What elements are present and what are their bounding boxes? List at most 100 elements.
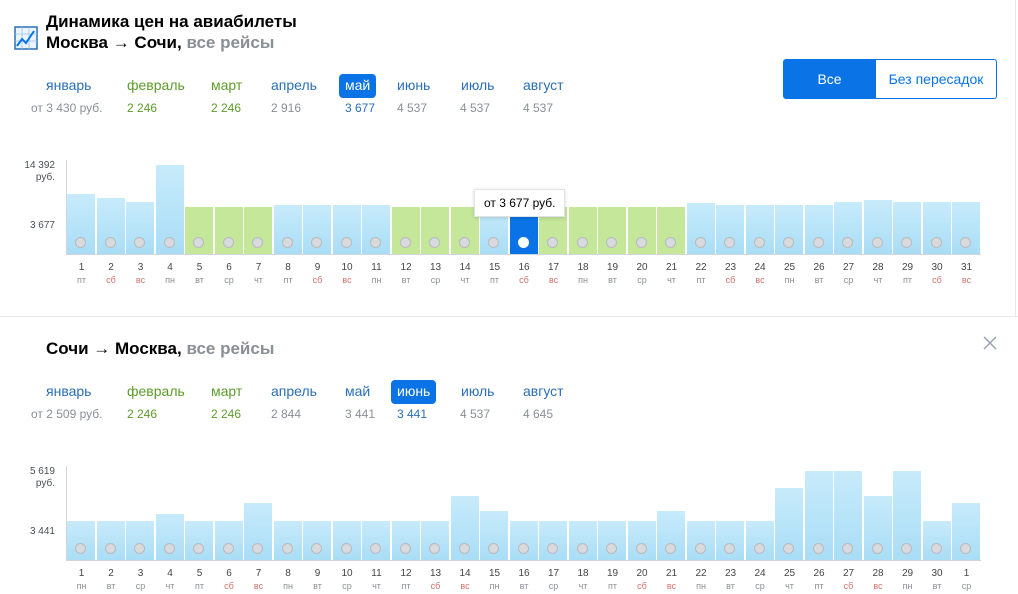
price-bar[interactable] (686, 203, 715, 254)
month-min-price: 2 246 (127, 407, 158, 421)
price-bar[interactable] (509, 521, 538, 560)
price-bar[interactable] (214, 521, 243, 560)
price-bar[interactable] (745, 521, 774, 560)
price-bar[interactable] (598, 521, 626, 560)
price-bar[interactable] (686, 521, 715, 560)
bar-marker (370, 542, 381, 554)
price-bar[interactable] (214, 206, 243, 254)
close-icon[interactable] (983, 336, 997, 350)
nonstop-button[interactable]: Без пересадок (876, 59, 997, 99)
weekday-label: ср (548, 581, 559, 591)
day-label: 12 вт (392, 262, 421, 286)
month-tab[interactable]: апрель (265, 380, 323, 404)
day-number: 22 (695, 262, 707, 273)
price-bar[interactable] (303, 521, 331, 560)
month-tab-label: май (339, 74, 377, 98)
price-bar[interactable] (362, 521, 390, 560)
weekday-label: сб (224, 581, 234, 591)
price-bar[interactable] (391, 206, 420, 254)
day-label: 16 сб (510, 262, 539, 286)
price-bar[interactable] (716, 205, 744, 254)
bar-marker (488, 542, 499, 554)
price-bar[interactable] (834, 202, 862, 254)
month-tab[interactable]: апрель (265, 74, 323, 98)
month-tab[interactable]: август (517, 74, 570, 98)
month-tab[interactable]: июль (455, 380, 500, 404)
day-label: 25 пн (775, 262, 804, 286)
month-tab[interactable]: январь (40, 74, 97, 98)
price-bar[interactable] (716, 521, 744, 560)
price-bar[interactable] (273, 205, 302, 254)
price-bar[interactable] (391, 521, 420, 560)
price-bar[interactable] (450, 206, 479, 254)
month-tab[interactable]: май (339, 380, 376, 404)
price-bar[interactable] (775, 205, 803, 254)
price-bar[interactable] (627, 206, 656, 254)
month-tab[interactable]: февраль (121, 74, 191, 98)
price-bar[interactable] (863, 199, 892, 254)
price-bar[interactable] (804, 471, 833, 560)
price-bar[interactable] (598, 206, 626, 254)
price-bar[interactable] (332, 521, 361, 560)
price-bar[interactable] (657, 206, 685, 254)
month-tab[interactable]: март (205, 380, 248, 404)
price-bar[interactable] (952, 502, 980, 560)
price-bar[interactable] (539, 521, 567, 560)
price-bar[interactable] (480, 511, 508, 560)
x-axis (66, 254, 981, 255)
price-bar[interactable] (303, 205, 331, 254)
all-flights-button[interactable]: Все рейсы (783, 59, 876, 125)
day-number: 18 (577, 262, 589, 273)
price-bar[interactable] (421, 206, 449, 254)
bar-marker (635, 236, 647, 248)
price-bar[interactable] (627, 521, 656, 560)
price-bar[interactable] (155, 165, 184, 254)
price-bar[interactable] (893, 471, 921, 560)
price-bar[interactable] (96, 521, 125, 560)
price-bar[interactable] (185, 521, 213, 560)
price-bar[interactable] (657, 511, 685, 560)
month-min-price: 2 246 (211, 407, 242, 421)
price-bar[interactable] (568, 206, 597, 254)
price-bar[interactable] (155, 513, 184, 560)
month-tab[interactable]: январь (40, 380, 97, 404)
month-tab[interactable]: май (339, 74, 377, 98)
day-label: 4 чт (156, 568, 185, 592)
price-bar[interactable] (834, 471, 862, 560)
price-bar[interactable] (745, 205, 774, 254)
price-bar[interactable] (421, 521, 449, 560)
price-bar[interactable] (244, 502, 272, 560)
month-tab[interactable]: март (205, 74, 248, 98)
price-bar[interactable] (568, 521, 597, 560)
month-tab[interactable]: июль (455, 74, 500, 98)
price-bar[interactable] (185, 206, 213, 254)
day-label: 12 пт (392, 568, 421, 592)
weekday-label: пн (784, 275, 795, 285)
price-bar[interactable] (244, 206, 272, 254)
price-bar[interactable] (96, 197, 125, 254)
price-bar[interactable] (450, 496, 479, 560)
month-tab[interactable]: июнь (391, 74, 436, 98)
price-bar[interactable] (126, 202, 154, 254)
price-bar[interactable] (952, 202, 980, 254)
price-bar[interactable] (273, 521, 302, 560)
month-tab[interactable]: июнь (391, 380, 437, 404)
day-number: 25 (783, 262, 796, 273)
price-bar[interactable] (893, 202, 921, 254)
price-bar[interactable] (332, 205, 361, 254)
price-bar[interactable] (67, 194, 95, 254)
price-bar[interactable] (126, 521, 154, 560)
price-bar[interactable] (362, 205, 390, 254)
price-bar[interactable] (804, 205, 833, 254)
weekday-label: пн (371, 275, 382, 285)
price-bar[interactable] (775, 488, 803, 560)
price-bar[interactable] (67, 521, 95, 560)
price-bar[interactable] (922, 202, 951, 254)
month-tab[interactable]: август (517, 380, 570, 404)
day-number: 3 (137, 262, 144, 273)
day-label: 18 пн (569, 262, 598, 286)
price-bar[interactable] (922, 521, 951, 560)
month-tab[interactable]: февраль (121, 380, 191, 404)
day-number: 14 (459, 568, 471, 579)
price-bar[interactable] (863, 496, 892, 560)
